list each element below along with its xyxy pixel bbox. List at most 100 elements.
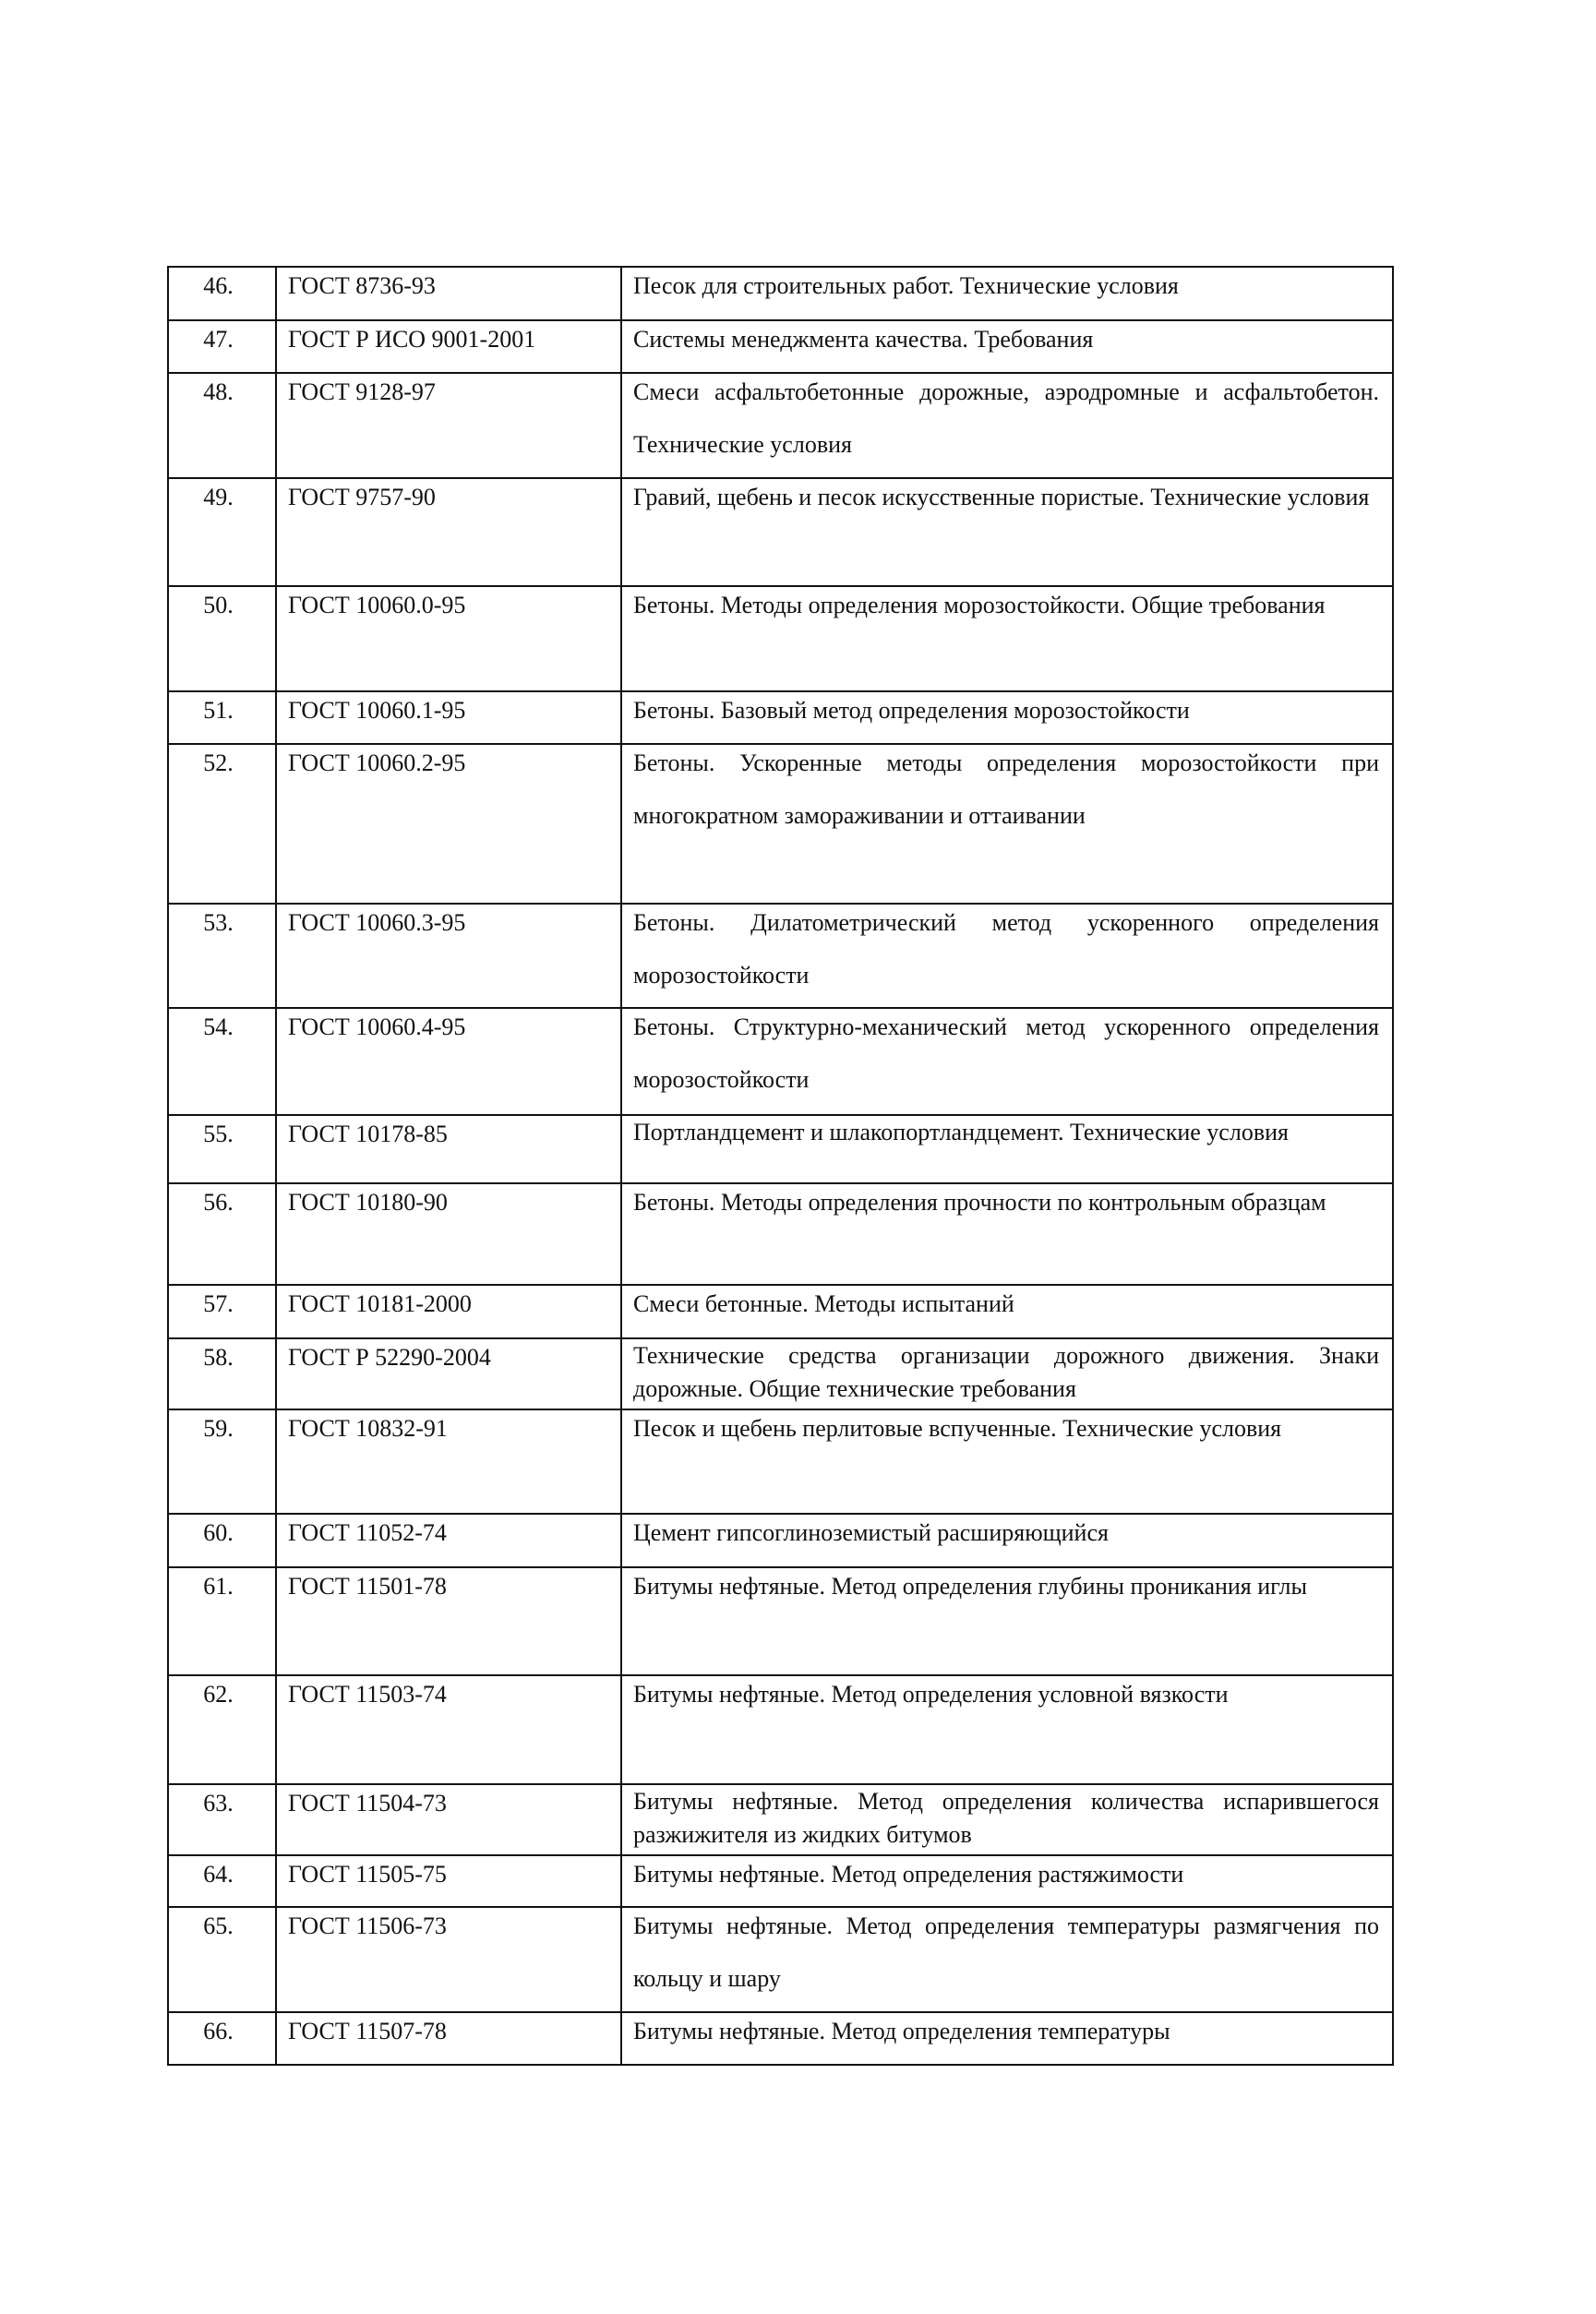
standard-code: ГОСТ 11504-73 xyxy=(275,1785,620,1854)
standard-title: Бетоны. Структурно-механический метод ус… xyxy=(620,1009,1394,1114)
standard-code: ГОСТ Р ИСО 9001-2001 xyxy=(275,321,620,372)
standard-title: Битумы нефтяные. Метод определения растя… xyxy=(620,1856,1394,1906)
table-row: 66. ГОСТ 11507-78 Битумы нефтяные. Метод о… xyxy=(167,2011,1394,2066)
standard-title: Бетоны. Методы определения прочности по … xyxy=(620,1184,1394,1284)
standard-title: Портландцемент и шлакопортландцемент. Те… xyxy=(620,1116,1394,1182)
table-row: 63. ГОСТ 11504-73 Битумы нефтяные. Метод о… xyxy=(167,1783,1394,1854)
standard-code: ГОСТ 11501-78 xyxy=(275,1568,620,1674)
row-number: 47. xyxy=(167,321,275,372)
table-row: 58. ГОСТ Р 52290-2004 Технические средства… xyxy=(167,1337,1394,1409)
standard-title: Песок для строительных работ. Технически… xyxy=(620,268,1394,319)
standard-code: ГОСТ 10178-85 xyxy=(275,1116,620,1182)
row-number: 51. xyxy=(167,692,275,743)
standard-code: ГОСТ 8736-93 xyxy=(275,268,620,319)
standard-title-text: Бетоны. Базовый метод определения морозо… xyxy=(633,697,1190,724)
table-row: 49. ГОСТ 9757-90 Гравий, щебень и песок ис… xyxy=(167,477,1394,585)
row-number: 64. xyxy=(167,1856,275,1906)
table-row: 46. ГОСТ 8736-93 Песок для строительных ра… xyxy=(167,266,1394,319)
standard-title-text: Битумы нефтяные. Метод определения колич… xyxy=(633,1788,1379,1848)
standard-title-text: Битумы нефтяные. Метод определения темпе… xyxy=(633,1912,1379,1992)
standard-code: ГОСТ 11507-78 xyxy=(275,2013,620,2064)
row-number: 50. xyxy=(167,587,275,690)
standard-title-text: Песок для строительных работ. Технически… xyxy=(633,272,1179,299)
standard-code: ГОСТ 9757-90 xyxy=(275,479,620,585)
standard-title-text: Системы менеджмента качества. Требования xyxy=(633,326,1094,353)
row-number: 63. xyxy=(167,1785,275,1854)
standard-code: ГОСТ 10060.1-95 xyxy=(275,692,620,743)
standard-title: Системы менеджмента качества. Требования xyxy=(620,321,1394,372)
standard-code: ГОСТ 10060.4-95 xyxy=(275,1009,620,1114)
standard-title: Битумы нефтяные. Метод определения темпе… xyxy=(620,1908,1394,2011)
row-number: 48. xyxy=(167,374,275,477)
table-row: 47. ГОСТ Р ИСО 9001-2001 Системы менеджмен… xyxy=(167,319,1394,372)
table-row: 48. ГОСТ 9128-97 Смеси асфальтобетонные до… xyxy=(167,372,1394,477)
table-row: 57. ГОСТ 10181-2000 Смеси бетонные. Методы… xyxy=(167,1284,1394,1337)
table-row: 55. ГОСТ 10178-85 Портландцемент и шлакопо… xyxy=(167,1114,1394,1182)
standard-code: ГОСТ 11506-73 xyxy=(275,1908,620,2011)
standard-title-text: Битумы нефтяные. Метод определения глуби… xyxy=(633,1573,1307,1600)
standard-title-text: Гравий, щебень и песок искусственные пор… xyxy=(633,484,1370,510)
standard-code: ГОСТ 11052-74 xyxy=(275,1515,620,1566)
standard-title-text: Битумы нефтяные. Метод определения темпе… xyxy=(633,2018,1170,2044)
standard-title-text: Битумы нефтяные. Метод определения услов… xyxy=(633,1681,1229,1708)
standard-title: Бетоны. Дилатометрический метод ускоренн… xyxy=(620,905,1394,1007)
row-number: 65. xyxy=(167,1908,275,2011)
standard-title-text: Смеси асфальтобетонные дорожные, аэродро… xyxy=(633,378,1379,458)
row-number: 60. xyxy=(167,1515,275,1566)
standard-code: ГОСТ 11503-74 xyxy=(275,1676,620,1783)
row-number: 52. xyxy=(167,745,275,903)
row-number: 59. xyxy=(167,1410,275,1513)
row-number: 56. xyxy=(167,1184,275,1284)
standard-title-text: Бетоны. Структурно-механический метод ус… xyxy=(633,1013,1379,1093)
table-row: 56. ГОСТ 10180-90 Бетоны. Методы определен… xyxy=(167,1182,1394,1284)
row-number: 61. xyxy=(167,1568,275,1674)
standard-title-text: Песок и щебень перлитовые вспученные. Те… xyxy=(633,1415,1282,1442)
row-number: 53. xyxy=(167,905,275,1007)
standard-title: Песок и щебень перлитовые вспученные. Те… xyxy=(620,1410,1394,1513)
standard-title: Битумы нефтяные. Метод определения темпе… xyxy=(620,2013,1394,2064)
table-row: 53. ГОСТ 10060.3-95 Бетоны. Дилатометричес… xyxy=(167,903,1394,1007)
table-row: 64. ГОСТ 11505-75 Битумы нефтяные. Метод о… xyxy=(167,1854,1394,1906)
standard-title: Технические средства организации дорожно… xyxy=(620,1339,1394,1409)
standard-code: ГОСТ 10060.0-95 xyxy=(275,587,620,690)
standard-title: Битумы нефтяные. Метод определения колич… xyxy=(620,1785,1394,1854)
table-row: 60. ГОСТ 11052-74 Цемент гипсоглиноземисты… xyxy=(167,1513,1394,1566)
standard-title-text: Технические средства организации дорожно… xyxy=(633,1342,1379,1402)
standard-code: ГОСТ 10181-2000 xyxy=(275,1286,620,1337)
table-row: 61. ГОСТ 11501-78 Битумы нефтяные. Метод о… xyxy=(167,1566,1394,1674)
row-number: 55. xyxy=(167,1116,275,1182)
row-number: 58. xyxy=(167,1339,275,1409)
row-number: 49. xyxy=(167,479,275,585)
standard-title-text: Смеси бетонные. Методы испытаний xyxy=(633,1290,1014,1317)
standard-title: Цемент гипсоглиноземистый расширяющийся xyxy=(620,1515,1394,1566)
standard-code: ГОСТ Р 52290-2004 xyxy=(275,1339,620,1409)
standard-code: ГОСТ 10832-91 xyxy=(275,1410,620,1513)
row-number: 66. xyxy=(167,2013,275,2064)
standard-title: Битумы нефтяные. Метод определения услов… xyxy=(620,1676,1394,1783)
standard-code: ГОСТ 11505-75 xyxy=(275,1856,620,1906)
standard-title-text: Бетоны. Ускоренные методы определения мо… xyxy=(633,749,1379,829)
table-row: 52. ГОСТ 10060.2-95 Бетоны. Ускоренные мет… xyxy=(167,743,1394,903)
standard-code: ГОСТ 10180-90 xyxy=(275,1184,620,1284)
standard-title: Смеси бетонные. Методы испытаний xyxy=(620,1286,1394,1337)
standard-title: Бетоны. Методы определения морозостойкос… xyxy=(620,587,1394,690)
standard-title-text: Бетоны. Дилатометрический метод ускоренн… xyxy=(633,909,1379,989)
row-number: 46. xyxy=(167,268,275,319)
table-row: 54. ГОСТ 10060.4-95 Бетоны. Структурно-мех… xyxy=(167,1007,1394,1114)
standard-title: Смеси асфальтобетонные дорожные, аэродро… xyxy=(620,374,1394,477)
standard-title-text: Портландцемент и шлакопортландцемент. Те… xyxy=(633,1119,1289,1145)
table-row: 62. ГОСТ 11503-74 Битумы нефтяные. Метод о… xyxy=(167,1674,1394,1783)
standard-code: ГОСТ 9128-97 xyxy=(275,374,620,477)
row-number: 54. xyxy=(167,1009,275,1114)
table-row: 59. ГОСТ 10832-91 Песок и щебень перлитовы… xyxy=(167,1409,1394,1513)
table-row: 50. ГОСТ 10060.0-95 Бетоны. Методы определ… xyxy=(167,585,1394,690)
standard-title: Бетоны. Ускоренные методы определения мо… xyxy=(620,745,1394,903)
standard-title: Бетоны. Базовый метод определения морозо… xyxy=(620,692,1394,743)
standard-code: ГОСТ 10060.2-95 xyxy=(275,745,620,903)
standard-title-text: Цемент гипсоглиноземистый расширяющийся xyxy=(633,1519,1109,1546)
standard-title: Гравий, щебень и песок искусственные пор… xyxy=(620,479,1394,585)
row-number: 57. xyxy=(167,1286,275,1337)
table-row: 65. ГОСТ 11506-73 Битумы нефтяные. Метод о… xyxy=(167,1906,1394,2011)
row-number: 62. xyxy=(167,1676,275,1783)
standard-title-text: Бетоны. Методы определения прочности по … xyxy=(633,1189,1326,1216)
